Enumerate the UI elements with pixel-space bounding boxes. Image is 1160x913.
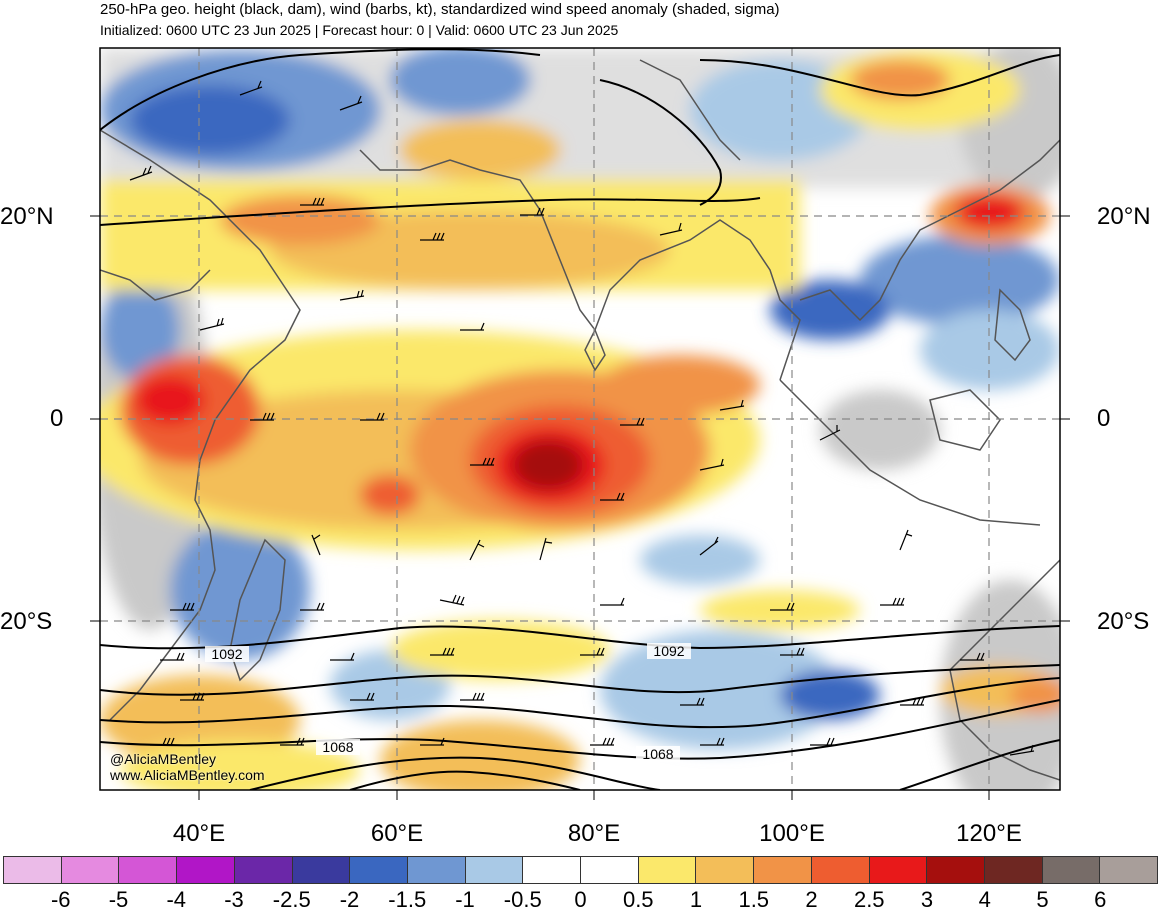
lat-label-right: 20°S [1097,608,1150,635]
lon-label: 100°E [759,820,825,847]
colorbar-swatch [119,857,178,883]
colorbar-tick-label: 0 [574,887,587,912]
lon-label: 40°E [172,820,226,847]
credit-handle: @AliciaMBentley [110,751,217,767]
lat-label-left: 20°S [0,608,53,635]
colorbar-tick-label: -2.5 [272,887,311,912]
colorbar-swatch [292,857,351,883]
colorbar-swatch [1100,857,1158,883]
colorbar-tick-label: -2 [339,887,360,912]
colorbar-tick-label: 5 [1036,887,1049,912]
colorbar-swatch [696,857,755,883]
colorbar-swatch [234,857,293,883]
coastlines [100,59,1060,781]
axis-ticks [90,215,1070,800]
colorbar-swatch [869,857,928,883]
colorbar-tick-label: -0.5 [503,887,542,912]
colorbar-tick-label: 1 [689,887,703,912]
colorbar-swatch [754,857,812,883]
lat-label-left: 0 [50,405,64,432]
contour-label: 1068 [322,739,353,755]
map-plot-area: 1092 1092 1068 1068 [100,48,1060,790]
height-contours [100,48,1060,790]
colorbar-swatch [177,857,235,883]
colorbar-swatch [350,857,408,883]
colorbar-swatch [523,857,582,883]
colorbar-swatch [407,857,466,883]
contour-label: 1068 [642,746,673,762]
lat-label-left: 20°N [0,203,54,230]
colorbar-swatch [581,857,639,883]
colorbar-tick-label: -1 [455,887,475,912]
colorbar-tick-label: -4 [166,887,187,912]
contour-label: 1092 [211,646,242,662]
colorbar-tick-label: -5 [108,887,129,912]
colorbar-tick-label: -6 [50,887,71,912]
colorbar-tick-label: 2.5 [853,887,885,912]
colorbar-tick-label: 2 [805,887,818,912]
colorbar-swatch [927,857,985,883]
grid-lines [100,48,1060,790]
wind-barbs [129,80,1035,756]
colorbar-tick-label: -1.5 [388,887,427,912]
colorbar-tick-label: -3 [224,887,244,912]
colorbar-tick-label: 6 [1094,887,1107,912]
contour-label-group: 1092 1092 1068 1068 [205,643,691,762]
colorbar-swatch [811,857,870,883]
map-title: 250-hPa geo. height (black, dam), wind (… [100,1,780,18]
colorbar [3,856,1158,884]
credit-url[interactable]: www.AliciaMBentley.com [110,767,265,783]
colorbar-tick-label: 1.5 [738,887,770,912]
contour-label: 1092 [653,643,684,659]
colorbar-swatch [61,857,120,883]
map-subtitle: Initialized: 0600 UTC 23 Jun 2025 | Fore… [100,22,619,38]
colorbar-tick-label: 0.5 [622,887,654,912]
colorbar-swatch [4,857,62,883]
colorbar-swatch [465,857,524,883]
colorbar-tick-label: 4 [978,887,991,912]
lat-label-right: 20°N [1097,203,1151,230]
colorbar-tick-label: 3 [920,887,934,912]
colorbar-swatch [984,857,1043,883]
lon-label: 60°E [370,820,424,847]
colorbar-swatch [1042,857,1101,883]
lat-label-right: 0 [1097,405,1111,432]
lon-label: 80°E [567,820,621,847]
colorbar-swatch [638,857,697,883]
lon-label: 120°E [956,820,1022,847]
